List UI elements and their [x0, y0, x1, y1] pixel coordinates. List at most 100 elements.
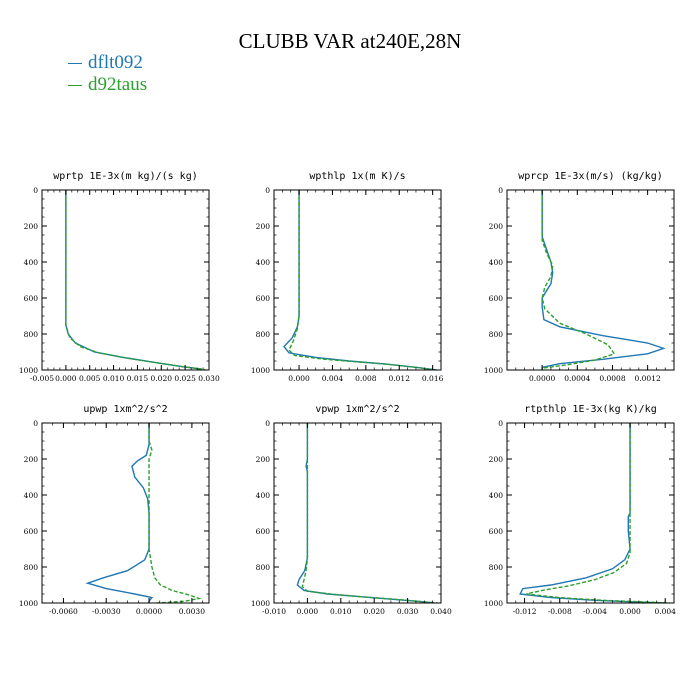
y-tick-label: 800 [256, 330, 271, 339]
legend-swatch-d92taus [68, 84, 82, 86]
chart-panel-6: rtpthlp 1E-3x(kg K)/kg 0 200 400 600 800 1000 -… [484, 404, 676, 616]
x-tick-label: 0.030 [198, 374, 220, 383]
series-line-d92taus [288, 190, 436, 370]
y-tick-label: 0 [498, 186, 503, 195]
plot-frame [41, 422, 210, 604]
y-tick-label: 0 [498, 419, 503, 428]
plot-frame [41, 189, 210, 371]
plot-frame [273, 422, 442, 604]
y-tick-label: 0 [33, 186, 38, 195]
series-line-dflt092 [283, 190, 437, 370]
x-tick-label: 0.020 [151, 374, 173, 383]
x-tick-label: -0.010 [262, 607, 286, 616]
y-tick-label: 200 [24, 455, 39, 464]
y-tick-label: 600 [24, 527, 39, 536]
chart-panel-3: wprcp 1E-3x(m/s) (kg/kg) 0 200 400 600 800 100… [484, 171, 675, 383]
chart-panel-2: wpthlp 1x(m K)/s 0 200 400 600 800 1000 0.000 0.… [251, 171, 444, 383]
figure-title: CLUBB VAR at240E,28N [238, 29, 462, 53]
y-tick-label: 800 [24, 330, 39, 339]
y-tick-label: 600 [256, 294, 271, 303]
y-tick-label: 200 [256, 222, 271, 231]
x-tick-label: 0.020 [363, 607, 385, 616]
x-tick-label: 0.005 [79, 374, 101, 383]
y-tick-label: 800 [489, 330, 504, 339]
x-tick-label: 0.030 [397, 607, 419, 616]
legend-label-dflt092: dflt092 [88, 52, 143, 73]
series-line-d92taus [301, 423, 438, 603]
y-tick-label: 200 [489, 455, 504, 464]
y-tick-label: 600 [489, 294, 504, 303]
series-line-d92taus [65, 190, 206, 370]
chart-title: wprcp 1E-3x(m/s) (kg/kg) [518, 171, 663, 182]
y-tick-label: 400 [24, 491, 39, 500]
x-tick-label: 0.016 [422, 374, 444, 383]
y-tick-label: 0 [265, 419, 270, 428]
x-tick-label: 0.0000 [529, 374, 555, 383]
chart-panel-1: wprtp 1E-3x(m kg)/(s kg) 0 200 400 600 800 100… [19, 171, 220, 383]
y-tick-label: 800 [489, 563, 504, 572]
x-tick-label: 0.012 [389, 374, 411, 383]
x-tick-label: 0.010 [103, 374, 125, 383]
x-tick-label: 0.015 [127, 374, 149, 383]
y-tick-label: 1000 [251, 599, 270, 608]
chart-title: wprtp 1E-3x(m kg)/(s kg) [53, 171, 198, 182]
x-tick-label: 0.0008 [599, 374, 625, 383]
series-line-dflt092 [85, 423, 154, 603]
y-tick-label: 200 [489, 222, 504, 231]
legend-item-dflt092: dflt092 [68, 52, 147, 74]
x-tick-label: -0.004 [583, 607, 607, 616]
x-tick-label: 0.0012 [635, 374, 661, 383]
x-tick-label: 0.000 [297, 607, 319, 616]
y-tick-label: 1000 [251, 366, 270, 375]
y-tick-label: 400 [256, 491, 271, 500]
series-line-dflt092 [519, 423, 666, 603]
x-tick-label: -0.0030 [92, 607, 121, 616]
y-tick-label: 0 [265, 186, 270, 195]
x-tick-label: 0.000 [619, 607, 641, 616]
y-tick-label: 1000 [19, 366, 38, 375]
y-tick-label: 600 [256, 527, 271, 536]
series-line-dflt092 [65, 190, 202, 370]
y-tick-label: 200 [24, 222, 39, 231]
legend: dflt092 d92taus [68, 52, 147, 96]
y-tick-label: 400 [256, 258, 271, 267]
x-tick-label: -0.0060 [49, 607, 78, 616]
legend-item-d92taus: d92taus [68, 74, 147, 96]
series-line-dflt092 [541, 190, 666, 370]
series-line-dflt092 [296, 423, 435, 603]
chart-title: rtpthlp 1E-3x(kg K)/kg [524, 404, 656, 415]
x-tick-label: -0.005 [30, 374, 54, 383]
x-tick-label: -0.012 [513, 607, 537, 616]
chart-panel-4: upwp 1xm^2/s^2 0 200 400 600 800 1000 -0.0060 -0… [19, 404, 210, 616]
y-tick-label: 400 [489, 491, 504, 500]
x-tick-label: 0.004 [654, 607, 676, 616]
x-tick-label: 0.0030 [179, 607, 205, 616]
series-line-d92taus [148, 423, 202, 603]
x-tick-label: 0.025 [174, 374, 196, 383]
y-tick-label: 1000 [484, 366, 503, 375]
legend-label-d92taus: d92taus [88, 74, 148, 95]
chart-title: wpthlp 1x(m K)/s [309, 171, 405, 182]
x-tick-label: 0.0000 [136, 607, 162, 616]
x-tick-label: 0.008 [355, 374, 377, 383]
x-tick-label: 0.004 [322, 374, 344, 383]
x-tick-label: 0.000 [55, 374, 77, 383]
y-tick-label: 1000 [19, 599, 38, 608]
series-line-d92taus [541, 190, 616, 370]
x-tick-label: 0.040 [430, 607, 452, 616]
chart-title: vpwp 1xm^2/s^2 [315, 404, 399, 415]
y-tick-label: 800 [24, 563, 39, 572]
x-tick-label: 0.0004 [564, 374, 590, 383]
y-tick-label: 0 [33, 419, 38, 428]
legend-swatch-dflt092 [68, 62, 82, 64]
y-tick-label: 200 [256, 455, 271, 464]
y-tick-label: 400 [489, 258, 504, 267]
series-line-d92taus [526, 423, 670, 603]
x-tick-label: 0.000 [288, 374, 310, 383]
x-tick-label: -0.008 [548, 607, 572, 616]
y-tick-label: 1000 [484, 599, 503, 608]
y-tick-label: 600 [24, 294, 39, 303]
chart-title: upwp 1xm^2/s^2 [83, 404, 167, 415]
